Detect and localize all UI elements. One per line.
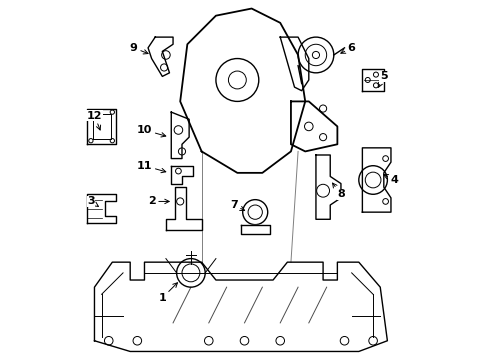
Text: 1: 1 bbox=[158, 283, 177, 303]
Polygon shape bbox=[94, 262, 386, 351]
Text: 10: 10 bbox=[137, 125, 165, 137]
Polygon shape bbox=[148, 37, 173, 76]
Text: 6: 6 bbox=[340, 43, 355, 53]
Text: 4: 4 bbox=[383, 175, 398, 185]
Text: 7: 7 bbox=[229, 200, 244, 211]
Polygon shape bbox=[171, 112, 189, 158]
Polygon shape bbox=[362, 148, 390, 212]
Text: 2: 2 bbox=[147, 197, 169, 206]
Polygon shape bbox=[180, 9, 305, 173]
Text: 9: 9 bbox=[129, 43, 148, 54]
Text: 3: 3 bbox=[87, 197, 98, 206]
Polygon shape bbox=[87, 194, 116, 223]
Text: 8: 8 bbox=[332, 183, 344, 199]
Polygon shape bbox=[241, 225, 269, 234]
Text: 11: 11 bbox=[137, 161, 165, 173]
Polygon shape bbox=[362, 69, 383, 91]
Polygon shape bbox=[87, 109, 116, 144]
Polygon shape bbox=[280, 37, 308, 91]
Polygon shape bbox=[290, 102, 337, 152]
Text: 12: 12 bbox=[86, 111, 102, 130]
Polygon shape bbox=[315, 155, 340, 219]
Polygon shape bbox=[165, 187, 201, 230]
Polygon shape bbox=[171, 166, 192, 184]
Text: 5: 5 bbox=[378, 71, 387, 87]
